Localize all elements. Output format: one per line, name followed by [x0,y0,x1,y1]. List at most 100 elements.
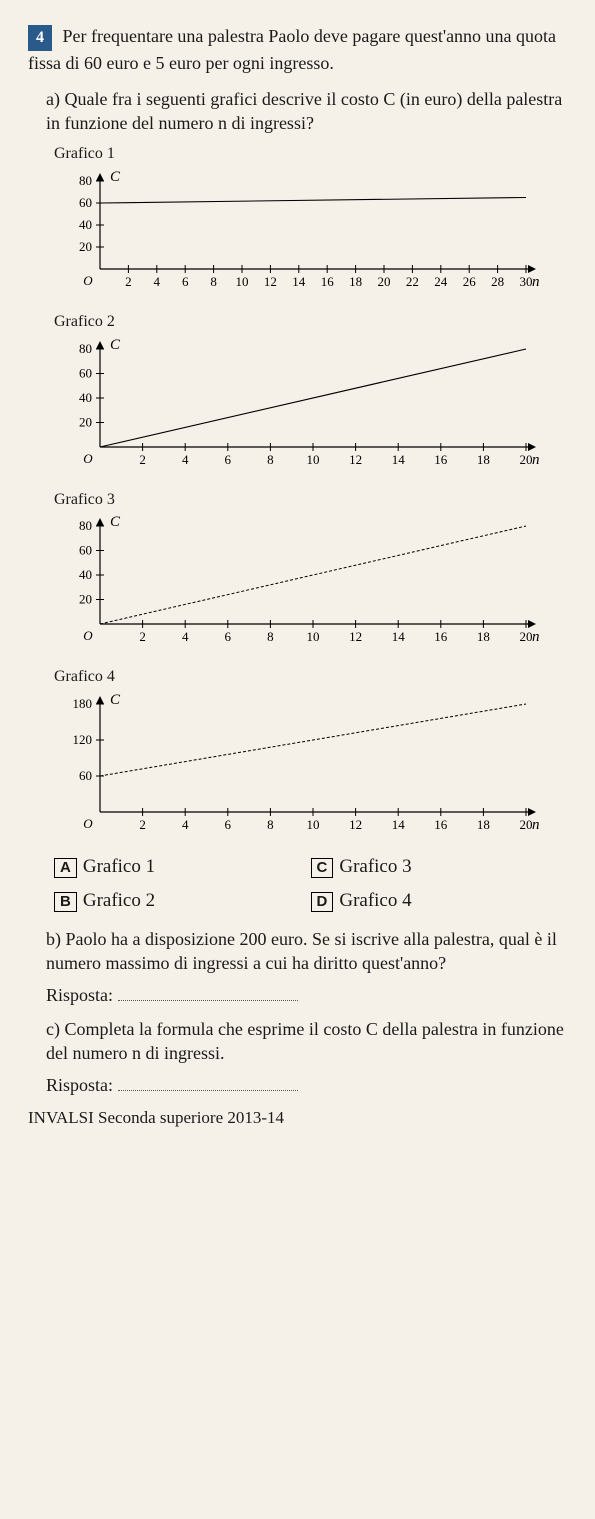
svg-text:10: 10 [236,274,249,289]
option-b[interactable]: BGrafico 2 [54,888,311,914]
svg-text:8: 8 [210,274,217,289]
chart-3-wrap: Grafico 3 20 40 60 80 2 4 6 8 10 12 14 16 18 20 O Cn [54,489,567,653]
svg-text:14: 14 [392,629,406,644]
svg-text:14: 14 [392,817,406,832]
svg-text:24: 24 [434,274,448,289]
svg-text:O: O [83,451,93,466]
svg-text:4: 4 [182,817,189,832]
svg-text:20: 20 [79,239,92,254]
part-b-label: b) [46,929,61,949]
svg-text:O: O [83,816,93,831]
svg-text:60: 60 [79,195,92,210]
svg-text:20: 20 [520,452,533,467]
svg-text:28: 28 [491,274,504,289]
svg-text:4: 4 [182,629,189,644]
chart-1: 2040608024681012141618202224262830OCn [54,167,544,297]
chart-4: 601201802468101214161820OCn [54,690,544,840]
svg-text:8: 8 [267,817,274,832]
part-b-answer-line[interactable] [118,982,298,1001]
footer-source: INVALSI Seconda superiore 2013-14 [28,1107,567,1130]
chart-1-wrap: Grafico 1 204060802468101214161820222426… [54,143,567,297]
part-a: a) Quale fra i seguenti grafici descrive… [46,87,567,136]
svg-text:10: 10 [307,629,320,644]
svg-text:14: 14 [292,274,306,289]
part-c-label: c) [46,1019,60,1039]
svg-text:14: 14 [392,452,406,467]
svg-text:16: 16 [434,817,448,832]
svg-text:60: 60 [79,543,92,558]
chart-4-title: Grafico 4 [54,666,567,688]
svg-text:4: 4 [154,274,161,289]
chart-3: 20 40 60 80 2 4 6 8 10 12 14 16 18 20 O Cn [54,512,544,652]
svg-text:18: 18 [477,629,490,644]
chart-2: 204060802468101214161820OCn [54,335,544,475]
svg-text:20: 20 [378,274,391,289]
option-c[interactable]: CGrafico 3 [311,854,568,880]
svg-text:16: 16 [434,452,448,467]
chart-4-wrap: Grafico 4 601201802468101214161820OCn [54,666,567,840]
svg-text:60: 60 [79,768,92,783]
svg-text:2: 2 [139,629,146,644]
option-a[interactable]: AGrafico 1 [54,854,311,880]
svg-text:8: 8 [267,629,274,644]
svg-text:20: 20 [520,817,533,832]
question-number: 4 [28,25,52,51]
svg-text:6: 6 [225,629,232,644]
svg-text:80: 80 [79,173,92,188]
svg-text:6: 6 [182,274,189,289]
svg-text:8: 8 [267,452,274,467]
chart-2-wrap: Grafico 2 204060802468101214161820OCn [54,311,567,475]
svg-text:6: 6 [225,452,232,467]
option-a-key: A [54,858,77,878]
intro-text: Per frequentare una palestra Paolo deve … [28,26,556,73]
svg-text:O: O [83,273,93,288]
part-a-label: a) [46,89,60,109]
part-c-answer-line[interactable] [118,1072,298,1091]
svg-text:30: 30 [520,274,533,289]
part-b: b) Paolo ha a disposizione 200 euro. Se … [46,927,567,1007]
part-c-answer-label: Risposta: [46,1075,113,1095]
svg-text:n: n [532,817,540,833]
svg-text:12: 12 [349,629,362,644]
svg-text:40: 40 [79,217,92,232]
svg-text:n: n [532,274,540,290]
svg-text:2: 2 [125,274,131,289]
option-d[interactable]: DGrafico 4 [311,888,568,914]
svg-text:4: 4 [182,452,189,467]
svg-text:18: 18 [477,452,490,467]
svg-text:40: 40 [79,390,92,405]
part-b-text: Paolo ha a disposizione 200 euro. Se si … [46,929,557,973]
svg-text:O: O [83,628,93,643]
svg-text:80: 80 [79,341,92,356]
svg-text:C: C [110,169,121,185]
svg-text:18: 18 [477,817,490,832]
svg-text:180: 180 [73,696,93,711]
svg-text:12: 12 [349,817,362,832]
svg-text:C: C [110,692,121,708]
chart-3-title: Grafico 3 [54,489,567,511]
svg-text:10: 10 [307,452,320,467]
svg-text:n: n [532,629,540,645]
svg-text:C: C [110,514,121,530]
svg-text:120: 120 [73,732,93,747]
option-d-key: D [311,892,334,912]
part-a-text: Quale fra i seguenti grafici descrive il… [46,89,562,133]
svg-text:2: 2 [139,452,146,467]
svg-text:20: 20 [520,629,533,644]
svg-text:6: 6 [225,817,232,832]
svg-text:80: 80 [79,518,92,533]
svg-text:20: 20 [79,592,92,607]
part-b-answer-label: Risposta: [46,985,113,1005]
question-intro: 4 Per frequentare una palestra Paolo dev… [28,24,567,75]
svg-text:16: 16 [434,629,448,644]
chart-1-title: Grafico 1 [54,143,567,165]
part-c-text: Completa la formula che esprime il costo… [46,1019,564,1063]
svg-text:20: 20 [79,414,92,429]
svg-text:n: n [532,452,540,468]
svg-text:12: 12 [349,452,362,467]
option-c-text: Grafico 3 [339,856,411,877]
svg-text:26: 26 [463,274,477,289]
svg-text:2: 2 [139,817,146,832]
svg-text:40: 40 [79,567,92,582]
svg-text:18: 18 [349,274,362,289]
